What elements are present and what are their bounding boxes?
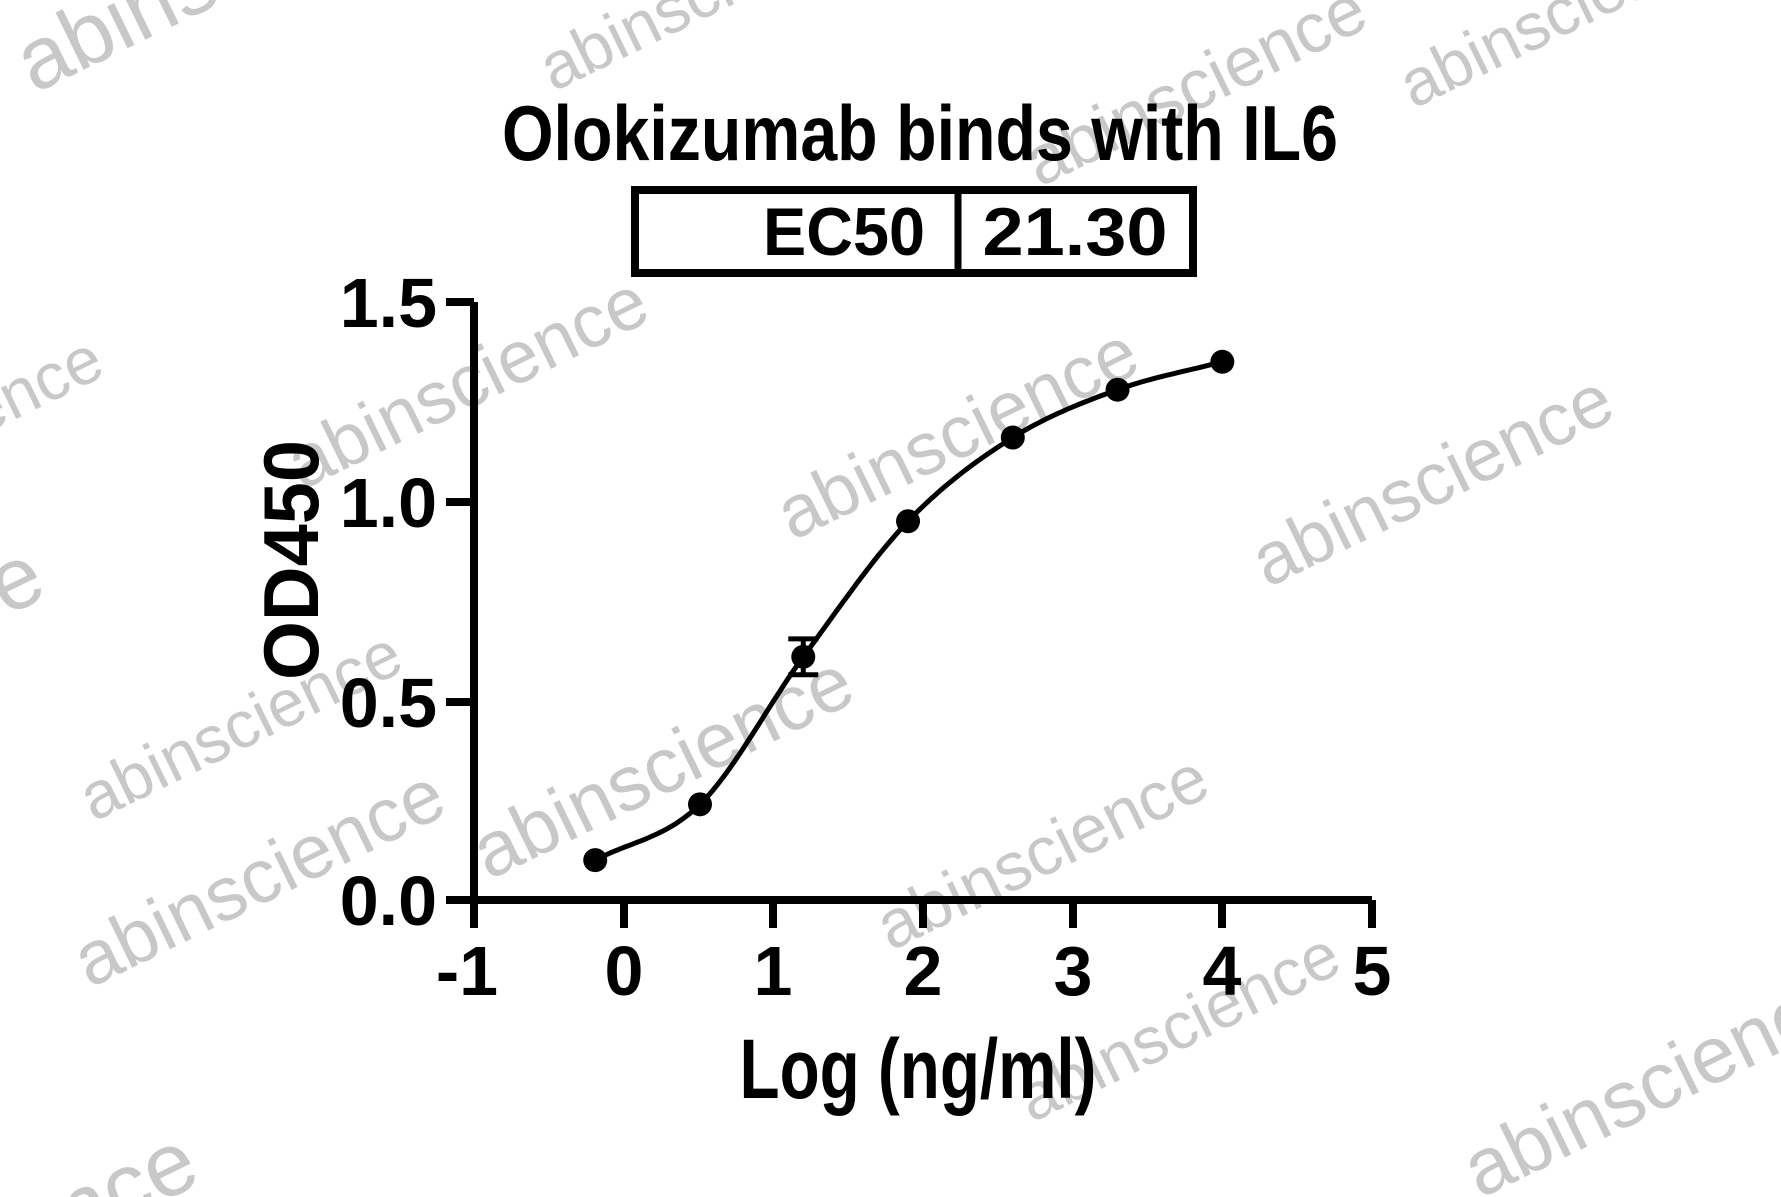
x-tick-labels: -1 0 1 2 3 4 5 [436, 932, 1392, 1010]
data-point-marker [791, 644, 816, 669]
ec50-value: 21.30 [983, 194, 1168, 270]
y-tick-marks [446, 298, 474, 706]
x-tick-label-5: 5 [1353, 932, 1392, 1010]
x-tick-label-2: 2 [904, 932, 943, 1010]
ec50-table: EC50 21.30 [631, 186, 1197, 277]
x-tick-label--1: -1 [436, 932, 498, 1010]
data-point-marker [687, 792, 712, 817]
y-tick-labels: 1.5 1.0 0.5 0.0 [340, 264, 437, 940]
data-point-marker [1210, 349, 1235, 374]
x-tick-marks [470, 900, 1376, 928]
x-tick-label-3: 3 [1054, 932, 1093, 1010]
ec50-label: EC50 [763, 194, 925, 270]
ec50-table-border [631, 186, 1197, 277]
y-tick-label-1.5: 1.5 [340, 264, 437, 342]
y-tick-label-0.5: 0.5 [340, 664, 437, 742]
x-tick-label-0: 0 [605, 932, 644, 1010]
data-point-marker [583, 848, 608, 873]
chart-title: Olokizumab binds with IL6 [502, 89, 1338, 177]
data-point-marker [1000, 425, 1025, 450]
y-axis-title: OD450 [247, 440, 335, 680]
x-axis-title: Log (ng/ml) [740, 1022, 1097, 1116]
data-points [583, 349, 1235, 873]
data-point-marker [896, 509, 921, 534]
x-tick-label-1: 1 [754, 932, 793, 1010]
y-tick-label-1.0: 1.0 [340, 464, 437, 542]
y-tick-label-0.0: 0.0 [340, 862, 437, 940]
data-point-marker [1105, 377, 1130, 402]
fit-curve [594, 359, 1223, 863]
x-tick-label-4: 4 [1203, 932, 1242, 1010]
